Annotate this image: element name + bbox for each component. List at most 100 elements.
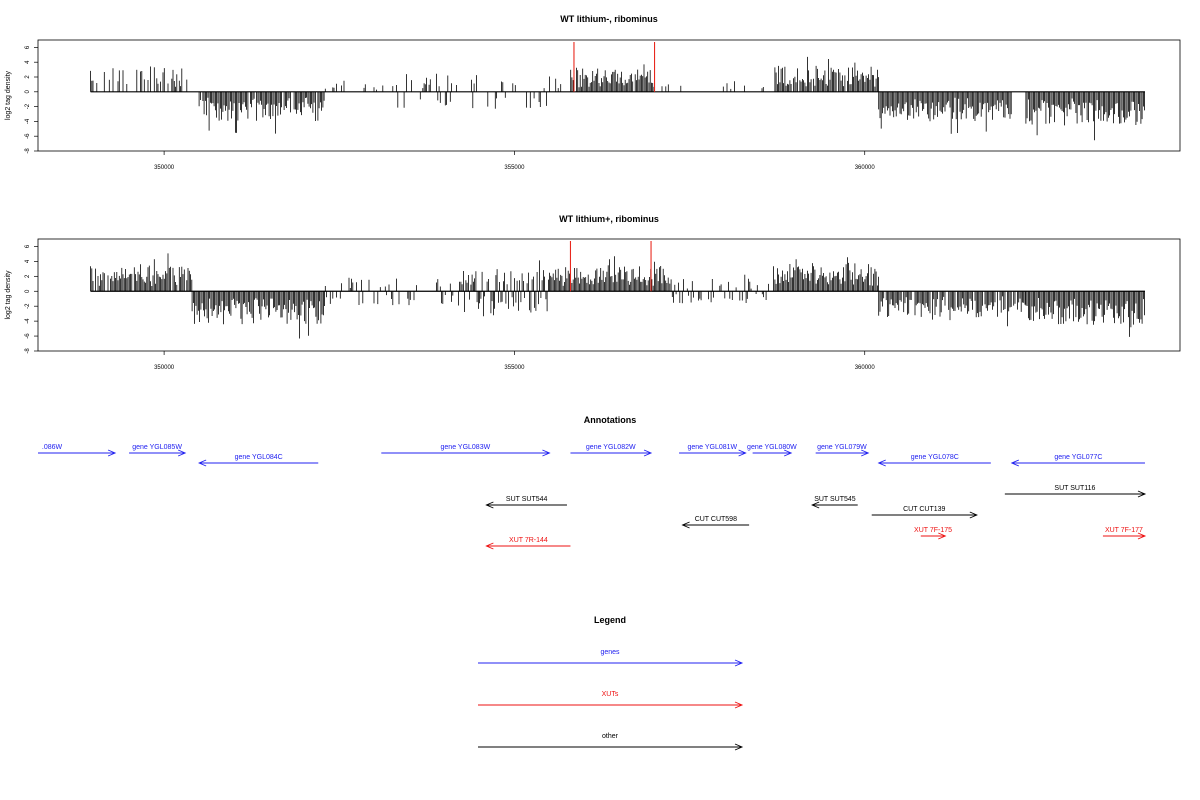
- feature-other: CUT CUT598: [681, 516, 750, 529]
- feature-genes: gene YGL080W: [747, 444, 797, 457]
- feature-genes: gene YGL082W: [570, 444, 653, 457]
- feature-genes: gene YGL078C: [877, 454, 991, 467]
- y-axis-label: log2 tag density: [5, 270, 12, 320]
- legend-label: other: [602, 733, 619, 740]
- feature-arrowhead: [197, 459, 207, 467]
- feature-arrowhead: [177, 449, 187, 457]
- feature-label: gene YGL084C: [235, 454, 283, 461]
- feature-arrowhead: [485, 542, 494, 550]
- feature-arrowhead: [738, 449, 747, 457]
- x-tick-label: 355000: [504, 365, 525, 371]
- legend-item-XUTs: XUTs: [478, 691, 744, 709]
- feature-arrowhead: [969, 511, 978, 519]
- annotations-panel: Annotations: [584, 415, 637, 425]
- feature-label: XUT 7R-144: [509, 537, 548, 544]
- feature-label: gene YGL078C: [911, 454, 959, 461]
- x-tick-label: 350000: [154, 365, 175, 371]
- feature-label: SUT SUT545: [814, 496, 856, 503]
- y-tick-label: 6: [25, 244, 31, 248]
- feature-label: gene YGL077C: [1054, 454, 1102, 461]
- feature-other: SUT SUT116: [1004, 485, 1147, 498]
- feature-label: CUT CUT598: [695, 516, 737, 523]
- feature-label: XUT 7F-175: [914, 527, 952, 534]
- annotations-title: Annotations: [584, 415, 637, 425]
- feature-label: SUT SUT544: [506, 496, 548, 503]
- feature-other: SUT SUT545: [811, 496, 858, 509]
- feature-genes: gene YGL079W: [815, 444, 870, 457]
- feature-label: CUT CUT139: [903, 506, 945, 513]
- x-tick-label: 355000: [504, 165, 525, 171]
- density-panel-1: WT lithium-, ribominus -8 -6 -4 -2 0 2 4 6 log2 t…: [5, 14, 1181, 171]
- feature-label: gene YGL080W: [747, 444, 797, 451]
- feature-genes: gene YGL077C: [1010, 454, 1145, 467]
- feature-arrowhead: [107, 449, 117, 457]
- feature-genes: gene YGL083W: [381, 444, 551, 457]
- legend-item-other: other: [478, 733, 744, 751]
- feature-XUTs: XUT 7R-144: [485, 537, 571, 550]
- feature-arrowhead: [542, 449, 551, 457]
- feature-genes: gene YGL085W: [129, 444, 187, 457]
- feature-other: CUT CUT139: [871, 506, 978, 519]
- y-tick-label: 0: [25, 289, 31, 293]
- legend-title: Legend: [594, 615, 626, 625]
- y-tick-label: 6: [25, 45, 31, 49]
- y-tick-label: 4: [25, 60, 31, 64]
- plot-frame: [37, 238, 1181, 352]
- feature-arrowhead: [938, 532, 947, 540]
- feature-arrowhead: [1137, 490, 1147, 498]
- feature-arrowhead: [783, 449, 793, 457]
- legend-arrowhead: [734, 659, 744, 667]
- feature-arrowhead: [877, 459, 886, 467]
- legend: Legend: [594, 615, 626, 625]
- y-tick-label: 4: [25, 259, 31, 263]
- y-tick-label: 2: [25, 75, 31, 79]
- x-tick-label: 360000: [855, 165, 876, 171]
- legend-label: XUTs: [602, 691, 619, 698]
- y-tick-label: -4: [25, 318, 31, 324]
- feature-label: SUT SUT116: [1054, 485, 1095, 492]
- feature-genes: gene YGL084C: [197, 454, 319, 467]
- x-tick-label: 360000: [855, 365, 876, 371]
- x-tick-label: 350000: [154, 165, 175, 171]
- feature-arrowhead: [485, 501, 494, 509]
- y-tick-label: -4: [25, 118, 31, 124]
- legend-arrowhead: [734, 701, 744, 709]
- feature-label: .086W: [42, 444, 63, 451]
- y-tick-label: 0: [25, 89, 31, 93]
- plot-frame: [37, 39, 1181, 152]
- y-tick-label: 2: [25, 274, 31, 278]
- feature-other: SUT SUT544: [485, 496, 567, 509]
- feature-arrowhead: [643, 449, 653, 457]
- feature-arrowhead: [1010, 459, 1020, 467]
- feature-arrowhead: [681, 521, 690, 529]
- y-tick-label: -8: [25, 348, 31, 354]
- y-axis-label: log2 tag density: [5, 70, 12, 120]
- y-tick-label: -6: [25, 333, 31, 339]
- feature-label: gene YGL083W: [441, 444, 491, 451]
- density-panel-2: WT lithium+, ribominus -8 -6 -4 -2 0 2 4 6 log2 t…: [5, 214, 1181, 371]
- feature-arrowhead: [1137, 532, 1147, 540]
- y-tick-label: -2: [25, 303, 31, 309]
- y-tick-label: -2: [25, 103, 31, 109]
- feature-label: gene YGL085W: [132, 444, 182, 451]
- feature-arrowhead: [861, 449, 870, 457]
- feature-label: gene YGL082W: [586, 444, 636, 451]
- feature-label: gene YGL081W: [687, 444, 737, 451]
- legend-label: genes: [600, 649, 620, 656]
- legend-arrowhead: [734, 743, 744, 751]
- legend-item-genes: genes: [478, 649, 744, 667]
- feature-label: XUT 7F-177: [1105, 527, 1143, 534]
- feature-genes: .086W: [38, 444, 117, 457]
- y-tick-label: -6: [25, 133, 31, 139]
- y-tick-label: -8: [25, 148, 31, 154]
- feature-label: gene YGL079W: [817, 444, 867, 451]
- feature-genes: gene YGL081W: [679, 444, 747, 457]
- feature-XUTs: XUT 7F-175: [914, 527, 952, 540]
- chart-title: WT lithium-, ribominus: [560, 14, 658, 24]
- density-bars: [90, 56, 1145, 141]
- feature-arrowhead: [811, 501, 820, 509]
- chart-title: WT lithium+, ribominus: [559, 214, 659, 224]
- density-bars: [90, 253, 1145, 339]
- feature-XUTs: XUT 7F-177: [1102, 527, 1147, 540]
